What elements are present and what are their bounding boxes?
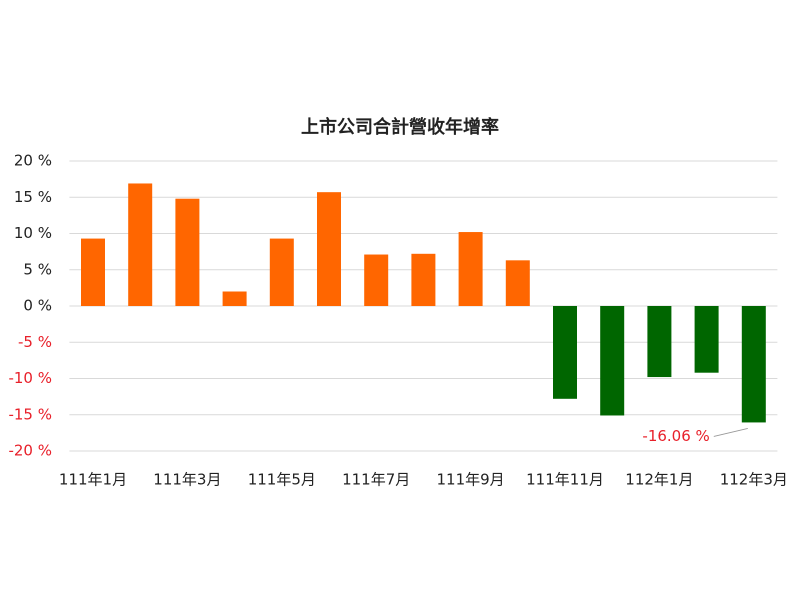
y-tick-label: -15 % xyxy=(8,405,52,423)
y-tick-label: 0 % xyxy=(23,297,52,315)
x-tick-label: 111年9月 xyxy=(437,471,505,489)
y-tick-label: 10 % xyxy=(14,224,52,242)
y-tick-label: -20 % xyxy=(8,442,52,460)
data-label: -16.06 % xyxy=(642,427,709,445)
x-tick-label: 111年1月 xyxy=(59,471,127,489)
bar xyxy=(505,260,530,306)
y-tick-label: -5 % xyxy=(18,333,52,351)
x-tick-label: 111年7月 xyxy=(342,471,410,489)
y-tick-label: 15 % xyxy=(14,188,52,206)
bar xyxy=(458,232,483,306)
bar xyxy=(81,238,105,306)
y-tick-label: 5 % xyxy=(23,260,52,278)
bar xyxy=(317,192,341,306)
bar xyxy=(175,198,200,306)
x-tick-label: 111年11月 xyxy=(526,471,604,489)
bar xyxy=(222,291,247,306)
bar xyxy=(128,183,153,306)
bar xyxy=(269,238,294,306)
bar xyxy=(741,306,766,423)
bar xyxy=(364,254,389,306)
y-tick-label: -10 % xyxy=(8,369,52,387)
bar xyxy=(411,253,436,306)
x-tick-label: 111年3月 xyxy=(153,471,221,489)
x-tick-label: 112年3月 xyxy=(720,471,788,489)
bar xyxy=(553,306,577,399)
y-tick-label: 20 % xyxy=(14,152,52,170)
bar xyxy=(694,306,719,373)
x-tick-label: 112年1月 xyxy=(625,471,693,489)
bar xyxy=(647,306,672,378)
chart-title: 上市公司合計營收年增率 xyxy=(301,116,499,138)
label-leader xyxy=(713,427,748,437)
bar xyxy=(600,306,625,416)
x-tick-label: 111年5月 xyxy=(248,471,316,489)
